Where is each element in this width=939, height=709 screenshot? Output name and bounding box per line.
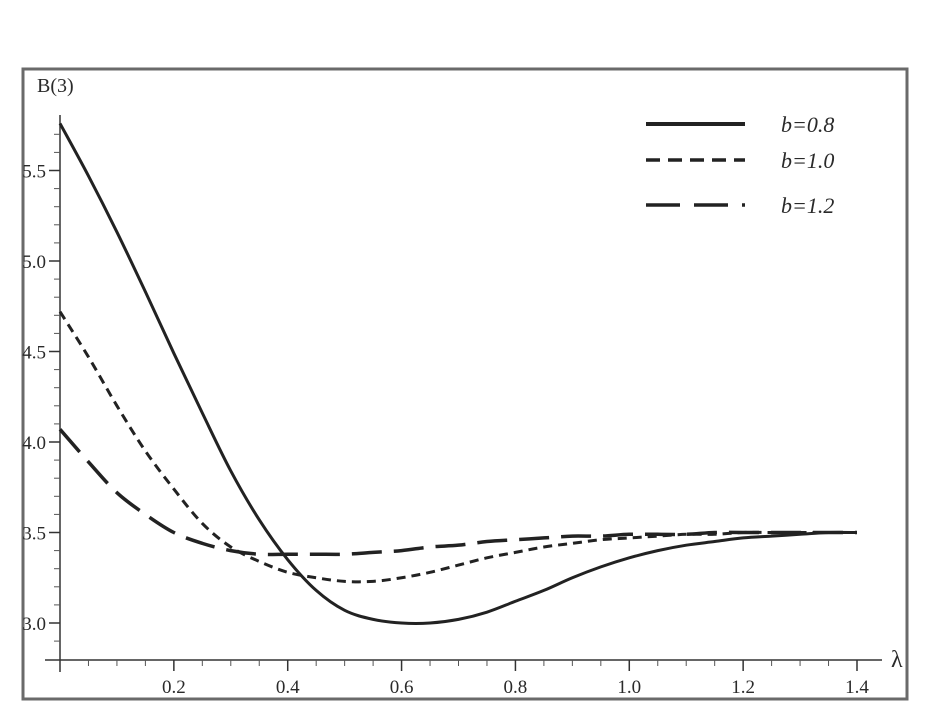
- x-tick-label: 0.6: [390, 677, 414, 698]
- legend-label: b=1.2: [781, 193, 834, 218]
- y-axis-title: B(3): [37, 75, 74, 97]
- y-tick-label: 3.5: [22, 524, 46, 545]
- y-tick-label: 5.0: [22, 252, 46, 273]
- ticks: 0.2 0.4 0.6 0.8 1.0 1.2 1.4 3.0 3.5 4.0 4.5 5.0 5.5: [22, 133, 869, 698]
- legend: b=0.8 b=1.0 b=1.2: [646, 112, 834, 218]
- x-tick-label: 0.4: [276, 677, 300, 698]
- y-tick-label: 4.5: [22, 343, 46, 364]
- x-tick-label: 1.4: [845, 677, 869, 698]
- legend-label: b=1.0: [781, 148, 834, 173]
- y-tick-label: 5.5: [22, 162, 46, 183]
- x-tick-label: 0.2: [162, 677, 186, 698]
- y-tick-label: 4.0: [22, 433, 46, 454]
- x-axis-title: λ: [891, 647, 903, 673]
- y-tick-label: 3.0: [22, 614, 46, 635]
- axes: B(3) λ: [37, 75, 903, 673]
- series-line-b-0-8: [58, 122, 858, 625]
- chart-frame: [21, 67, 909, 701]
- legend-label: b=0.8: [781, 112, 834, 137]
- series: [58, 122, 858, 625]
- x-tick-label: 1.0: [617, 677, 641, 698]
- x-tick-label: 1.2: [731, 677, 755, 698]
- series-line-b-1-0: [58, 310, 857, 584]
- series-line-b-1-2: [58, 428, 857, 557]
- x-tick-label: 0.8: [504, 677, 528, 698]
